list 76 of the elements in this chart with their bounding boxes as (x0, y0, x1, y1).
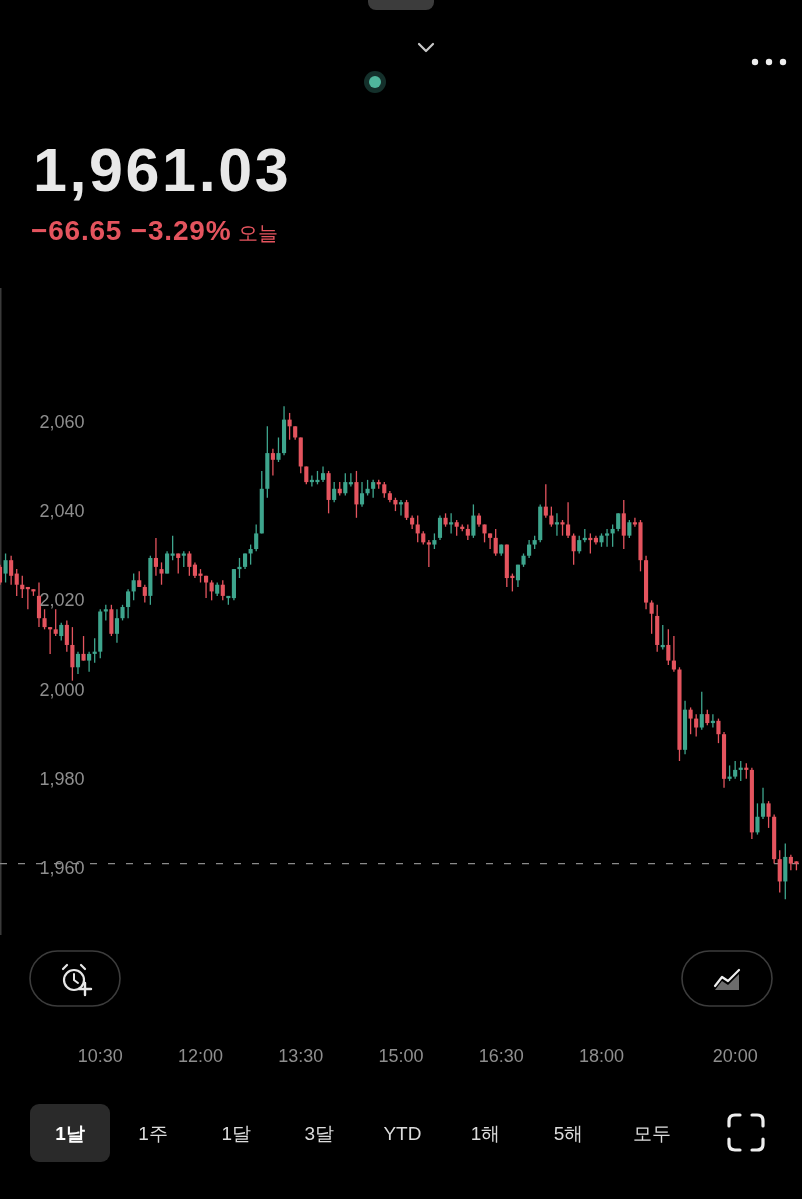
chart-subtitle: −66.65 −3.29% 오늘 (31, 215, 279, 246)
timeframe-label: 3달 (304, 1122, 335, 1144)
candlestick (87, 651, 92, 673)
candlestick (649, 599, 654, 635)
candlestick (220, 579, 225, 601)
timeframe-label: 1해 (470, 1122, 501, 1144)
candlestick (688, 706, 693, 735)
candlestick (437, 514, 443, 541)
candlestick (209, 579, 214, 601)
candlestick (760, 787, 766, 820)
candlestick (571, 532, 576, 566)
x-tick-label: 15:00 (378, 1046, 424, 1066)
candlestick (42, 608, 47, 630)
candlestick (159, 561, 164, 586)
candlestick (3, 552, 8, 584)
x-tick-label: 10:30 (77, 1046, 123, 1066)
candlestick (14, 568, 19, 597)
candlestick (170, 534, 175, 561)
candlestick (75, 651, 81, 675)
candlestick (621, 499, 626, 550)
candlestick (566, 501, 571, 539)
candlestick (605, 528, 610, 548)
candlestick (114, 608, 120, 644)
candlestick (153, 537, 158, 577)
timeframe-label: 모두 (632, 1122, 671, 1144)
candlestick (471, 503, 476, 539)
candlestick (415, 514, 420, 543)
y-tick-label: 2,000 (39, 679, 85, 700)
x-tick-label: 13:30 (278, 1046, 324, 1066)
candlestick (36, 581, 42, 628)
candlestick (237, 557, 242, 579)
timeframe-label: 1주 (138, 1122, 168, 1144)
timeframe-label: 1날 (55, 1122, 85, 1144)
x-tick-label: 20:00 (712, 1046, 758, 1066)
candlestick (671, 635, 676, 673)
candlestick (755, 802, 760, 836)
x-tick-label: 18:00 (578, 1046, 625, 1066)
candlestick (666, 628, 671, 666)
x-tick-label: 12:00 (177, 1046, 224, 1066)
candlestick (716, 717, 721, 744)
candlestick (276, 436, 281, 463)
candlestick (343, 472, 348, 497)
candlestick (543, 483, 548, 519)
candlestick (270, 447, 275, 477)
y-tick-label: 2,060 (39, 411, 85, 432)
timeframe-label: 5해 (553, 1122, 584, 1144)
candlestick (320, 465, 326, 483)
candlestick (64, 619, 69, 653)
timeframe-label: 1달 (221, 1122, 251, 1144)
candlestick (766, 800, 771, 829)
candlestick (332, 481, 337, 503)
candlestick (699, 691, 704, 731)
candlestick (187, 550, 192, 577)
candlestick (81, 635, 86, 662)
candlestick (426, 539, 431, 568)
y-tick-label: 1,980 (39, 768, 85, 789)
candlestick (176, 552, 181, 575)
candlestick (70, 626, 75, 682)
chart-title: 1,961.03 (33, 136, 292, 204)
candlestick (777, 849, 782, 894)
y-tick-label: 1,960 (39, 858, 85, 879)
candlestick (493, 528, 498, 557)
candlestick (694, 713, 699, 738)
candlestick (359, 481, 365, 508)
candlestick (53, 608, 58, 637)
candlestick (165, 550, 170, 575)
y-tick-label: 2,040 (39, 501, 85, 522)
candlestick (254, 523, 259, 552)
candlestick (404, 499, 409, 521)
candlestick (131, 572, 136, 601)
candlestick (354, 470, 359, 519)
candlestick (9, 555, 14, 586)
candlestick (126, 588, 131, 619)
x-tick-label: 16:30 (478, 1046, 524, 1066)
candlestick (488, 532, 493, 550)
timeframe-label: YTD (383, 1122, 422, 1144)
